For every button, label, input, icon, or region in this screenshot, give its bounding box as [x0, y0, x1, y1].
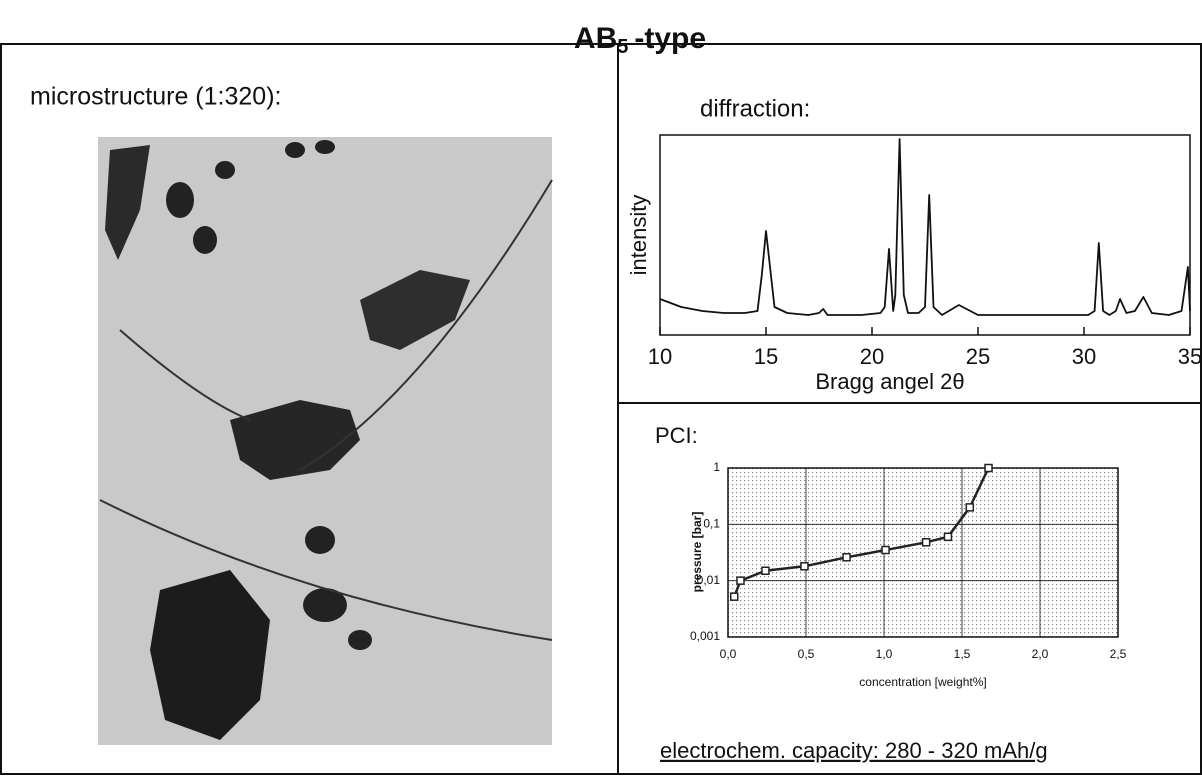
x-axis-label: concentration [weight%]: [859, 675, 986, 689]
y-axis-label: intensity: [626, 195, 651, 276]
y-tick-label: 0,1: [703, 517, 720, 531]
grain: [360, 270, 470, 350]
y-axis-label: pressure [bar]: [690, 512, 704, 593]
x-tick-label: 25: [966, 344, 990, 369]
data-point: [729, 592, 739, 601]
data-point: [736, 576, 745, 585]
plot-frame: [659, 134, 1191, 336]
x-tick-label: 30: [1072, 344, 1096, 369]
x-tick-label: 2,0: [1032, 647, 1049, 661]
x-tick-label: 10: [648, 344, 672, 369]
grain: [215, 161, 235, 179]
data-point: [965, 503, 975, 512]
title-main: AB: [574, 22, 617, 55]
minor-grid: [728, 468, 1118, 637]
title-subscript: 5: [617, 36, 628, 58]
x-tick-label: 2,5: [1110, 647, 1127, 661]
x-tick-label: 1,5: [954, 647, 971, 661]
data-point: [943, 532, 953, 542]
data-point: [921, 538, 931, 547]
grain-boundary: [99, 179, 553, 641]
grain: [315, 140, 335, 154]
y-tick-label: 1: [713, 460, 720, 474]
grain: [348, 630, 372, 650]
grain: [105, 145, 150, 260]
grain: [166, 182, 194, 218]
data-line: [659, 138, 1191, 316]
grain: [285, 142, 305, 158]
grain: [193, 226, 217, 254]
y-tick-label: 0,001: [690, 629, 720, 643]
chart-title: PCI:: [655, 423, 698, 448]
x-tick-label: 0,0: [720, 647, 737, 661]
data-point: [984, 463, 993, 473]
micrograph: [98, 137, 553, 745]
frame: [0, 43, 1202, 775]
x-tick-label: 0,5: [798, 647, 815, 661]
title-suffix: -type: [634, 22, 706, 55]
x-tick-label: 15: [754, 344, 778, 369]
x-tick-label: 35: [1178, 344, 1202, 369]
data-point: [800, 562, 809, 571]
grain: [303, 588, 347, 622]
data-point: [881, 545, 890, 555]
capacity: electrochem. capacity: 280 - 320 mAh/g: [660, 738, 1048, 763]
grain: [150, 570, 270, 740]
x-tick-label: 20: [860, 344, 884, 369]
page-title: AB5 -type: [574, 22, 706, 58]
x-tick-label: 1,0: [876, 647, 893, 661]
grain: [305, 526, 335, 554]
micrograph-label: microstructure (1:320):: [30, 83, 281, 111]
grain: [230, 400, 360, 480]
y-tick-label: 0,01: [697, 573, 721, 587]
data-point: [842, 553, 851, 562]
data-point: [761, 566, 770, 575]
x-axis-label: Bragg angel 2θ: [815, 369, 964, 394]
chart-title: diffraction:: [700, 95, 810, 122]
data-line: [733, 467, 990, 598]
